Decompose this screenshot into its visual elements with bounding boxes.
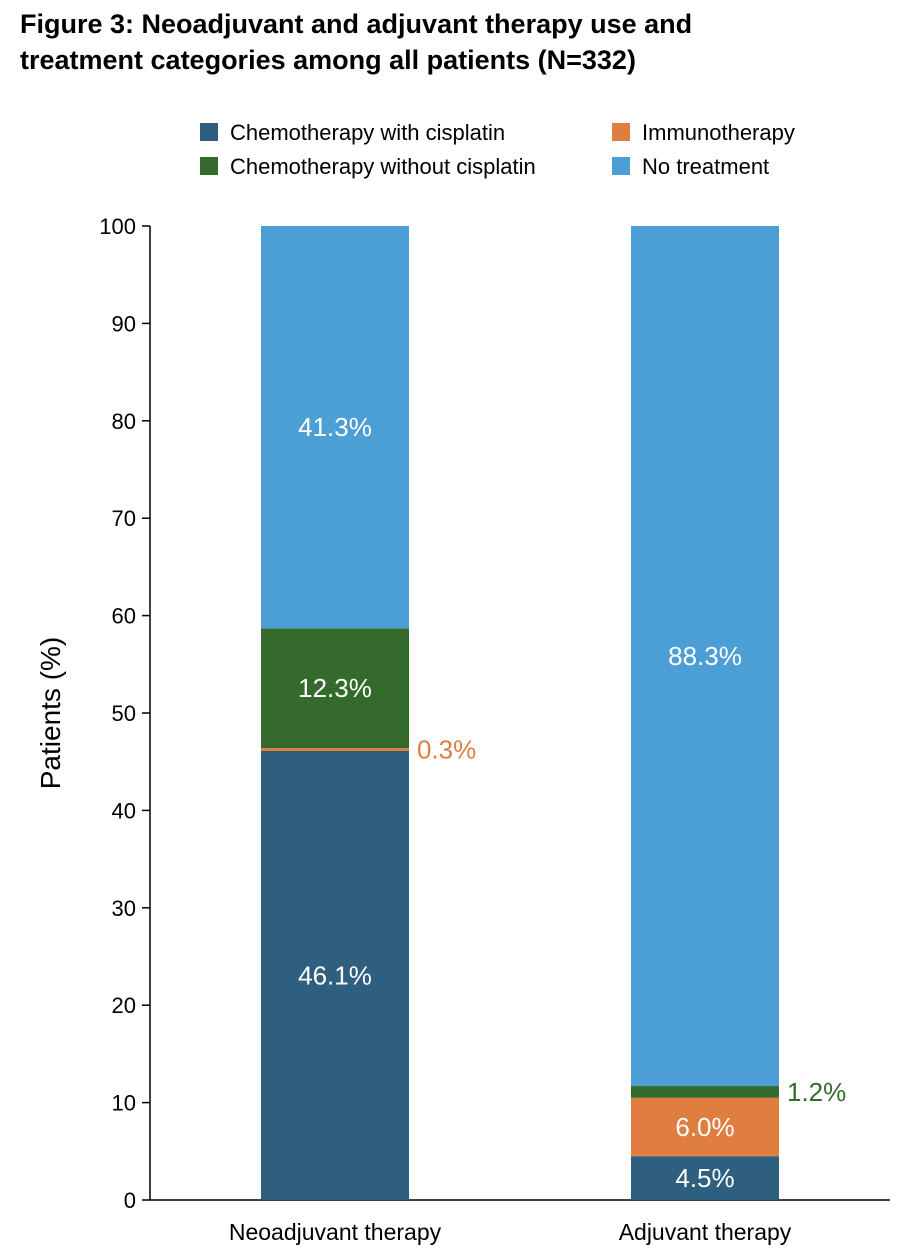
chart-title-line-2: treatment categories among all patients … [20,45,636,75]
chart-title: Figure 3: Neoadjuvant and adjuvant thera… [20,6,890,78]
y-tick-label-60: 60 [112,604,136,629]
x-category-label-neoadjuvant-therapy: Neoadjuvant therapy [229,1219,442,1245]
y-tick-label-100: 100 [99,214,136,239]
y-tick-label-90: 90 [112,311,136,336]
data-label-chemotherapy-without-cisplatin-adjuvant-therapy: 1.2% [787,1077,846,1107]
axes: 0 10 20 30 40 50 60 70 80 90 100 Patients (%) Neoadj… [35,214,890,1245]
y-tick-label-40: 40 [112,798,136,823]
data-label-immunotherapy-adjuvant-therapy: 6.0% [675,1112,734,1142]
bar-segment-chemotherapy-with-cisplatin-neoadjuvant-therapy [261,750,409,1200]
data-labels: 46.1% 4.5% 0.3% 6.0% 12.3% 1.2% 41.3% 88.3% [298,412,846,1193]
y-tick-label-80: 80 [112,409,136,434]
bar-segment-immunotherapy-neoadjuvant-therapy [261,748,409,751]
y-tick-label-50: 50 [112,701,136,726]
legend-label-chemotherapy-with-cisplatin: Chemotherapy with cisplatin [230,120,505,145]
legend-swatch-chemotherapy-without-cisplatin [200,157,218,175]
legend-label-immunotherapy: Immunotherapy [642,120,795,145]
bar-segment-immunotherapy-adjuvant-therapy [631,1097,779,1157]
y-tick-label-20: 20 [112,993,136,1018]
y-tick-label-30: 30 [112,896,136,921]
y-tick-label-70: 70 [112,506,136,531]
bars [261,226,779,1200]
bar-segment-chemotherapy-with-cisplatin-adjuvant-therapy [631,1156,779,1200]
y-axis-label: Patients (%) [35,637,66,790]
legend-label-no-treatment: No treatment [642,154,769,179]
data-label-chemotherapy-with-cisplatin-adjuvant-therapy: 4.5% [675,1163,734,1193]
legend: Chemotherapy with cisplatin Immunotherapy… [200,120,795,179]
bar-segment-no-treatment-neoadjuvant-therapy [261,226,409,629]
legend-swatch-chemotherapy-with-cisplatin [200,123,218,141]
bar-segment-no-treatment-adjuvant-therapy [631,226,779,1087]
data-label-no-treatment-adjuvant-therapy: 88.3% [668,641,742,671]
data-label-chemotherapy-without-cisplatin-neoadjuvant-therapy: 12.3% [298,673,372,703]
y-tick-label-0: 0 [124,1188,136,1213]
y-tick-label-10: 10 [112,1091,136,1116]
data-label-immunotherapy-neoadjuvant-therapy: 0.3% [417,735,476,765]
legend-swatch-immunotherapy [612,123,630,141]
legend-label-chemotherapy-without-cisplatin: Chemotherapy without cisplatin [230,154,536,179]
chart-title-line-1: Figure 3: Neoadjuvant and adjuvant thera… [20,9,693,39]
bar-segment-chemotherapy-without-cisplatin-neoadjuvant-therapy [261,628,409,749]
data-label-chemotherapy-with-cisplatin-neoadjuvant-therapy: 46.1% [298,960,372,990]
x-category-label-adjuvant-therapy: Adjuvant therapy [619,1219,792,1245]
data-label-no-treatment-neoadjuvant-therapy: 41.3% [298,412,372,442]
legend-swatch-no-treatment [612,157,630,175]
bar-segment-chemotherapy-without-cisplatin-adjuvant-therapy [631,1086,779,1098]
